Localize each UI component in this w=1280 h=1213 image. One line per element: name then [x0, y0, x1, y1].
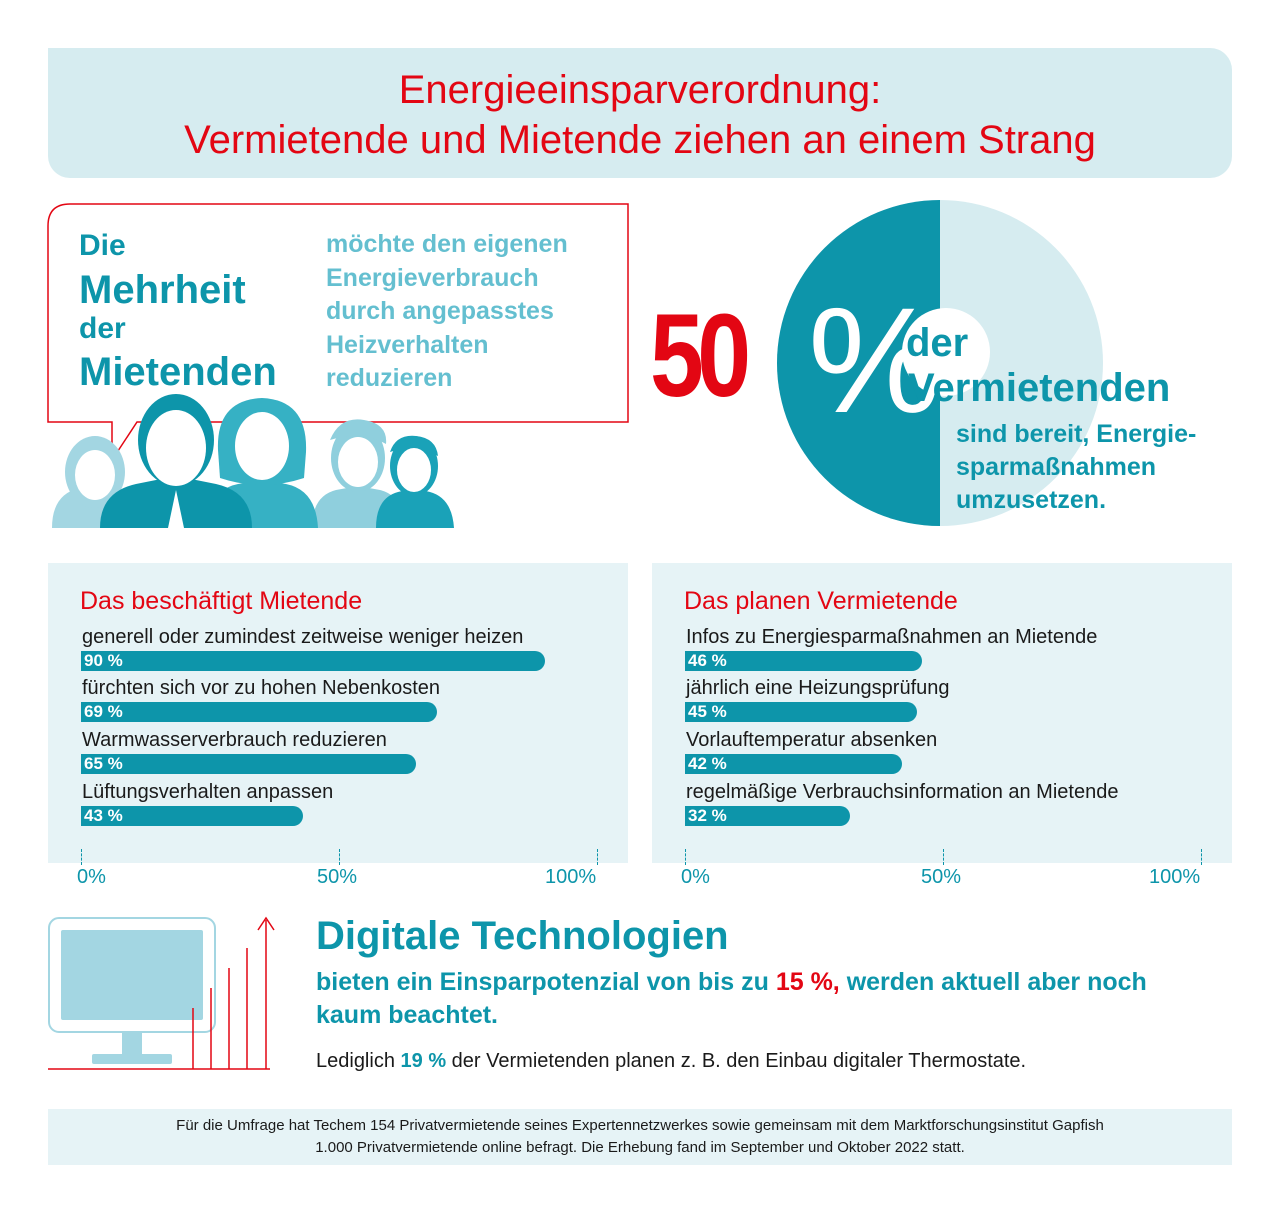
axis-tick: [943, 849, 944, 865]
bar-label: Infos zu Energiesparmaßnahmen an Mietend…: [686, 626, 1098, 648]
bar-value-label: 42 %: [688, 754, 727, 773]
bar-label: Vorlauftemperatur absenken: [686, 729, 938, 751]
fifty-percent-number: 50: [650, 290, 751, 422]
vermieter-statement: sind bereit, Energie- sparmaßnahmen umzu…: [956, 418, 1256, 517]
mehrheit-der: der: [79, 312, 126, 345]
axis-tick: [339, 849, 340, 865]
axis-tick: [81, 849, 82, 865]
vermieter-statement-line: sind bereit, Energie-: [956, 420, 1197, 448]
footer-line-2: 1.000 Privatvermietende online befragt. …: [315, 1139, 965, 1156]
mehrheit-mietenden: Mietenden: [79, 350, 277, 394]
axis-tick-label: 50%: [921, 866, 962, 888]
mieter-statement-line: Heizverhalten: [326, 330, 489, 359]
axis-tick: [1201, 849, 1202, 865]
digital-note-after: der Vermietenden planen z. B. den Einbau…: [451, 1050, 1027, 1072]
digital-note-before: Lediglich: [316, 1050, 395, 1072]
speech-bubble-outline: [47, 203, 629, 463]
mieter-statement-line: Energieverbrauch: [326, 263, 539, 292]
bar-value-label: 65 %: [84, 754, 123, 773]
mehrheit-die: Die: [79, 229, 126, 262]
digital-highlight: 15 %,: [775, 968, 840, 996]
digital-note-highlight: 19 %: [400, 1050, 447, 1072]
bar-label: jährlich eine Heizungsprüfung: [686, 677, 950, 699]
vermieter-der: der: [906, 321, 969, 365]
pie-slice-50-percent: [777, 200, 940, 526]
growth-lines: [48, 916, 275, 1070]
chart-title-vermieter: Das planen Vermietende: [684, 587, 958, 615]
bar-label: generell oder zumindest zeitweise wenige…: [82, 626, 524, 648]
bar-value-label: 32 %: [688, 806, 727, 825]
mieter-statement-line: reduzieren: [326, 364, 453, 392]
page-title-line-2: Vermietende und Mietende ziehen an einem…: [184, 118, 1096, 162]
bar: [81, 806, 303, 826]
vermieter-statement-line: sparmaßnahmen: [956, 453, 1157, 481]
mieter-statement: möchte den eigenen Energieverbrauch durc…: [326, 228, 626, 396]
monitor-frame: [48, 917, 216, 1033]
axis-tick: [597, 849, 598, 865]
bar-label: regelmäßige Verbrauchsinformation an Mie…: [686, 781, 1119, 803]
digital-title: Digitale Technologien: [316, 914, 729, 958]
axis-tick-label: 0%: [681, 866, 710, 888]
monitor-screen: [61, 930, 203, 1020]
vermieter-bar-chart: Das planen Vermietende Infos zu Energies…: [652, 563, 1232, 863]
footer-note: Für die Umfrage hat Techem 154 Privatver…: [48, 1109, 1232, 1165]
page-title-line-1: Energieeinsparverordnung:: [398, 68, 882, 112]
axis-tick-label: 50%: [317, 866, 358, 888]
bar-label: fürchten sich vor zu hohen Nebenkosten: [82, 677, 440, 699]
axis-tick-label: 100%: [1149, 866, 1201, 888]
vermieter-vermietenden: Vermietenden: [908, 366, 1171, 410]
monitor-stand: [122, 1033, 142, 1055]
title-box: Energieeinsparverordnung: Vermietende un…: [48, 48, 1232, 178]
speech-bubble-people-graphic: [47, 203, 629, 528]
digital-text-after: werden aktuell aber noch kaum beachtet.: [316, 968, 1147, 1029]
bar-label: Warmwasserverbrauch reduzieren: [82, 729, 387, 751]
percent-sign: %: [808, 276, 942, 444]
bar: [81, 754, 417, 774]
digital-text: bieten ein Einsparpotenzial von bis zu 1…: [316, 966, 1196, 1032]
percent-highlight-circle: [902, 308, 990, 396]
vermieter-statement-line: umzusetzen.: [956, 486, 1107, 514]
bar-value-label: 90 %: [84, 651, 123, 670]
bar: [685, 702, 918, 722]
bar: [685, 754, 902, 774]
bar-value-label: 43 %: [84, 806, 123, 825]
mehrheit-word: Mehrheit: [79, 268, 246, 312]
bar-value-label: 45 %: [688, 702, 727, 721]
bar-label: Lüftungsverhalten anpassen: [82, 781, 334, 803]
bar: [685, 651, 923, 671]
bar-value-label: 69 %: [84, 702, 123, 721]
mieter-bar-chart: Das beschäftigt Mietende generell oder z…: [48, 563, 628, 863]
bar-value-label: 46 %: [688, 651, 727, 670]
chart-title-mieter: Das beschäftigt Mietende: [80, 587, 363, 615]
digital-text-before: bieten ein Einsparpotenzial von bis zu: [316, 968, 769, 996]
mieter-statement-line: möchte den eigenen: [326, 230, 568, 258]
digital-note: Lediglich 19 % der Vermietenden planen z…: [316, 1049, 1026, 1073]
bar: [81, 702, 438, 722]
bar: [685, 806, 851, 826]
bar: [81, 651, 546, 671]
monitor-base: [92, 1054, 172, 1064]
footer-line-1: Für die Umfrage hat Techem 154 Privatver…: [176, 1117, 1104, 1134]
axis-tick-label: 100%: [545, 866, 597, 888]
mieter-statement-line: durch angepasstes: [326, 297, 554, 325]
axis-tick: [685, 849, 686, 865]
axis-tick-label: 0%: [77, 866, 106, 888]
monitor-growth-icon: [48, 916, 275, 1070]
